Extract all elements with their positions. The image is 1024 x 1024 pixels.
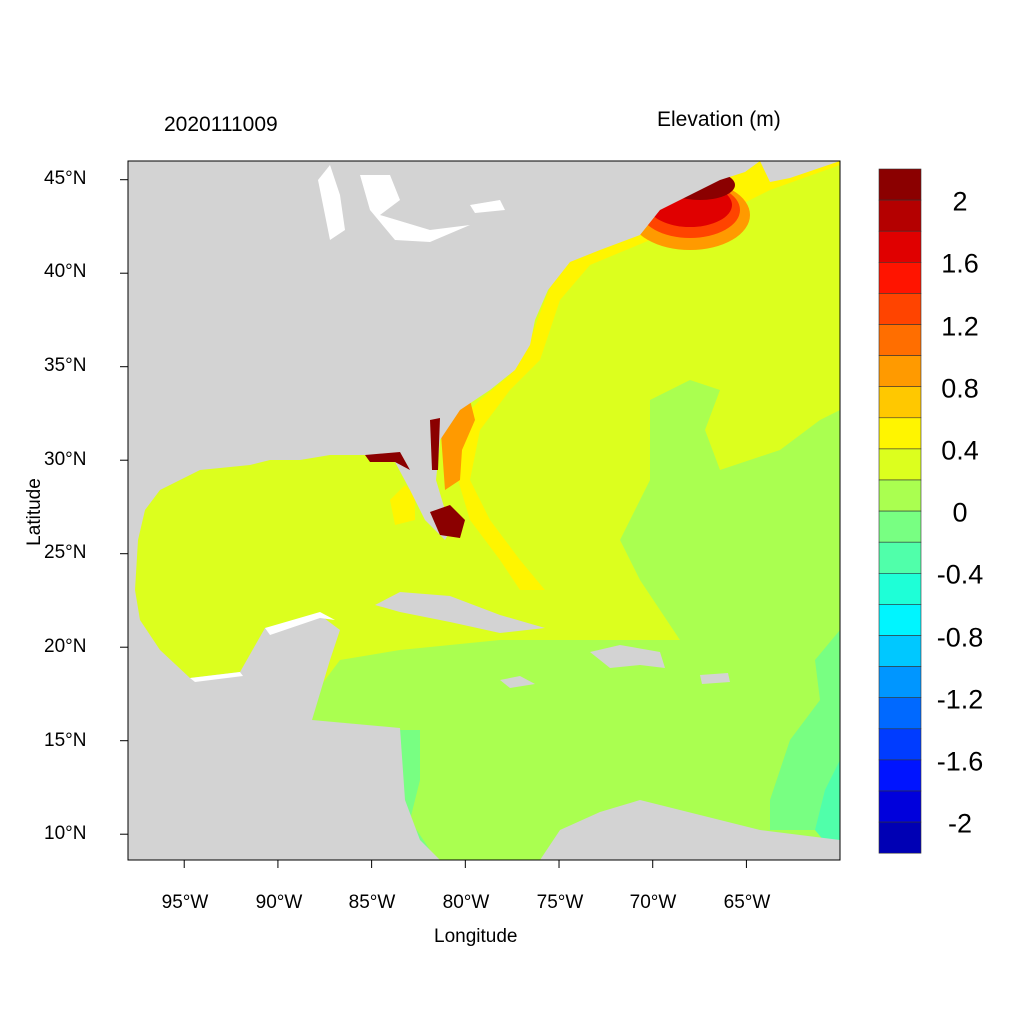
colorbar-label: -1.6 [936,746,984,777]
coast-white-mexico [190,672,243,682]
coast-darkred-south-florida [430,505,465,538]
y-tick-label: 45°N [44,168,87,189]
colorbar-label: 0.8 [941,373,979,404]
colorbar-box [878,666,922,698]
ocean-field-neg0.2-0 [770,630,840,830]
colorbar-box [878,261,922,294]
x-tick-label: 80°W [442,892,490,913]
y-tick-label: 15°N [44,730,87,751]
lake-michigan [318,165,345,240]
colorbar-label: -2 [947,808,973,839]
colorbar-box [878,790,922,823]
colorbar-box [878,479,922,512]
ocean-field-0.4-0.6 [455,161,840,590]
variable-label: Elevation (m) [657,108,781,131]
coast-darkred-gulf [365,452,410,470]
colorbar-label: 0.4 [941,435,979,466]
colorbar-label: 1.6 [941,248,979,279]
y-tick-label: 25°N [44,542,87,563]
colorbar-box [878,821,922,854]
x-tick-label: 75°W [536,892,584,913]
land-hispaniola [590,645,665,668]
y-tick-label: 20°N [44,636,87,657]
x-tick-label: 70°W [629,892,677,913]
land-jamaica [500,676,535,688]
y-tick-label: 40°N [44,261,87,282]
y-tick-label: 30°N [44,449,87,470]
y-tick-marks [120,179,128,835]
x-tick-label: 95°W [161,892,209,913]
land-south-america [540,800,840,860]
colorbar-label: 2 [952,186,968,217]
colorbar-box [878,230,922,263]
colorbar-box [878,510,922,543]
colorbar-box [878,635,922,667]
ocean-field-0-0.2 [310,380,840,860]
colorbar-box [878,448,922,481]
colorbar-box [878,728,922,761]
ocean-field-gulf-yellow [390,485,415,525]
colorbar-label: -0.8 [936,622,984,652]
colorbar-box [878,541,922,574]
lake-huron-erie [360,175,470,242]
coast-darkred-florida-east [430,418,440,470]
colorbar-box [878,168,922,201]
lake-ontario [470,200,505,213]
colorbar-label: -0.4 [936,559,984,590]
coast-white-yucatan [265,612,335,635]
x-tick-marks [183,860,747,868]
x-tick-label: 85°W [348,892,396,913]
colorbar-label: -1.2 [936,684,984,715]
land-nova-scotia [760,161,840,182]
colorbar-box [878,324,922,356]
plot-frame [127,160,841,861]
x-tick-label: 90°W [255,892,303,913]
ocean-field-neg0.4 [815,760,840,860]
date-label: 2020111009 [164,113,278,136]
colorbar-box [878,293,922,325]
colorbar [878,168,922,854]
y-axis-label: Latitude [24,478,45,546]
colorbar-box [878,604,922,636]
y-tick-label: 35°N [44,355,87,376]
x-axis-label: Longitude [434,926,518,947]
colorbar-box [878,697,922,730]
colorbar-box [878,417,922,450]
colorbar-label: 0 [952,497,968,528]
land-cuba [375,592,545,633]
colorbar-box [878,199,922,232]
colorbar-box [878,572,922,605]
colorbar-box [878,759,922,792]
colorbar-box [878,386,922,419]
colorbar-label: 1.2 [941,311,979,341]
y-tick-label: 10°N [44,823,87,844]
land-puerto-rico [700,673,730,684]
colorbar-box [878,355,922,388]
x-tick-label: 65°W [723,892,771,913]
